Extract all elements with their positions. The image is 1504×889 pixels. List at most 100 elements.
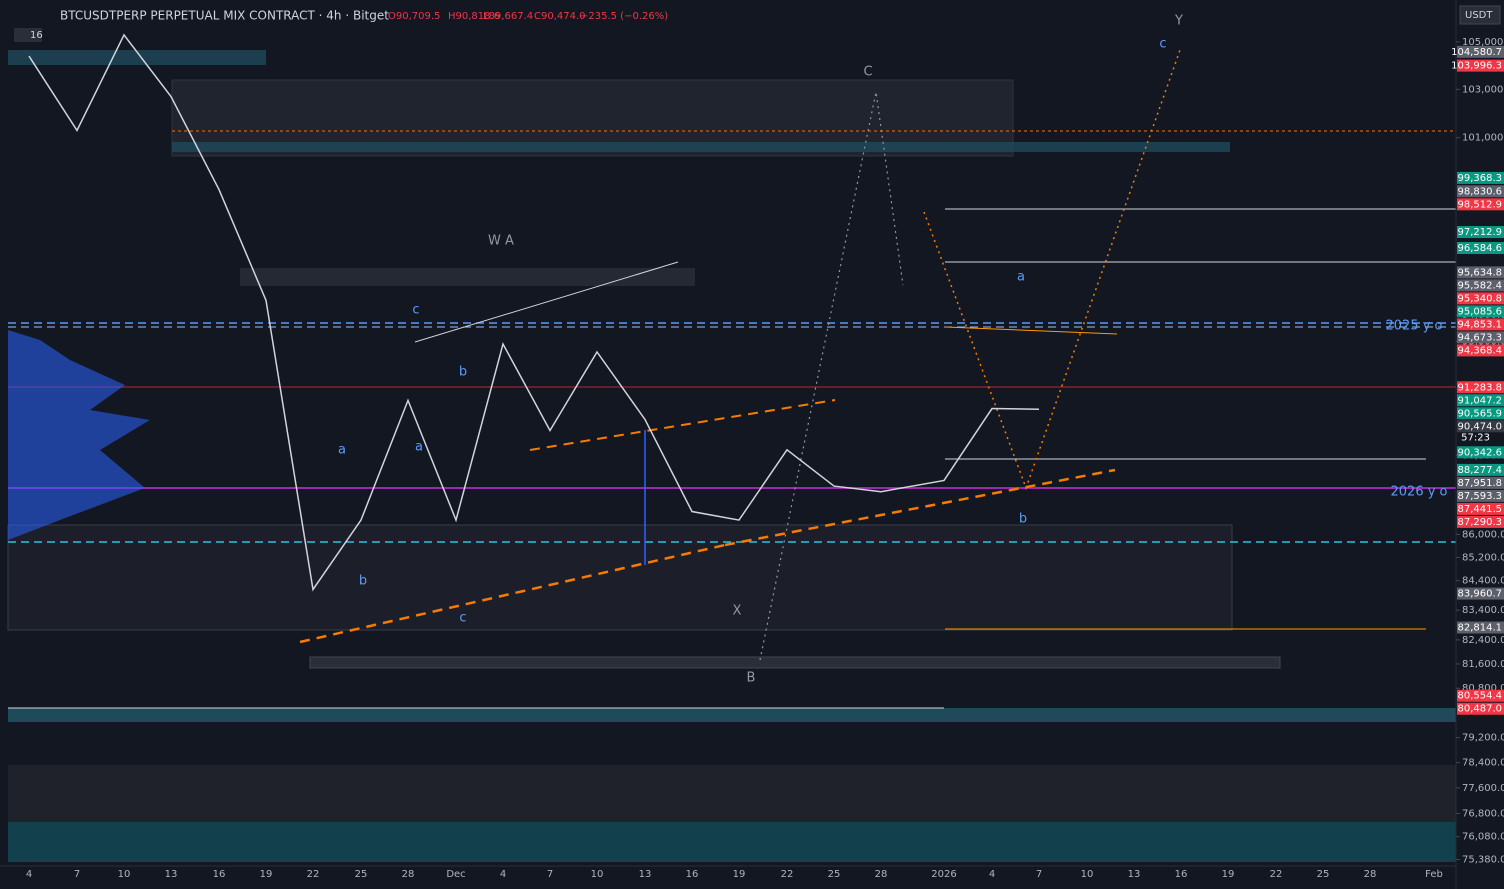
- x-tick-label: 16: [1175, 869, 1188, 880]
- x-tick-label: 16: [213, 869, 226, 880]
- close: C90,474.0: [534, 11, 586, 22]
- x-tick-label: 25: [828, 869, 841, 880]
- annotation: b: [1019, 512, 1027, 527]
- y-tick-label: 105,000.0: [1462, 37, 1504, 48]
- price-tag-label: 87,593.3: [1457, 491, 1502, 502]
- x-tick-label: 22: [781, 869, 794, 880]
- price-tag: [1457, 515, 1504, 528]
- high: H90,818.6: [448, 11, 500, 22]
- price-tag: [1457, 420, 1504, 433]
- price-line: [28, 33, 1040, 592]
- price-tag-label: 98,830.6: [1457, 186, 1502, 197]
- price-tag-label: 80,487.0: [1457, 704, 1502, 715]
- y-tick-label: 101,000.0: [1462, 133, 1504, 144]
- y-tick-label: 85,200.0: [1462, 552, 1504, 563]
- price-tag-label: 103,996.3: [1451, 61, 1502, 72]
- y-tick-label: 77,600.0: [1462, 783, 1504, 794]
- currency[interactable]: USDT: [1465, 10, 1493, 21]
- annotation: X: [733, 604, 742, 619]
- annotation: 2025 y o: [1386, 319, 1443, 334]
- x-tick-label: 16: [686, 869, 699, 880]
- price-tag: [1457, 381, 1504, 394]
- y-tick-label: 80,800.0: [1462, 683, 1504, 694]
- change: −235.5 (−0.26%): [580, 11, 668, 22]
- price-tag-label: 87,951.8: [1457, 478, 1502, 489]
- annotation: C: [863, 65, 872, 80]
- x-tick-label: 22: [307, 869, 320, 880]
- price-tag: [1457, 59, 1504, 72]
- price-tag-label: 97,212.9: [1457, 227, 1502, 238]
- x-tick-label: Feb: [1425, 869, 1443, 880]
- annotation: b: [459, 365, 467, 380]
- annotation: c: [1159, 37, 1166, 52]
- y-tick-label: 75,380.0: [1462, 855, 1504, 866]
- x-tick-label: 28: [875, 869, 888, 880]
- x-tick-label: 13: [1128, 869, 1141, 880]
- price-tag-label: 96,584.6: [1457, 243, 1502, 254]
- annotation: W A: [488, 234, 514, 249]
- indicator-count[interactable]: 16: [30, 30, 43, 41]
- price-tag-label: 87,441.5: [1457, 504, 1502, 515]
- price-tag: [1457, 587, 1504, 600]
- price-tag-label: 88,277.4: [1457, 465, 1502, 476]
- x-tick-label: 13: [165, 869, 178, 880]
- price-tag: [1457, 318, 1504, 331]
- price-tag: [1457, 502, 1504, 515]
- countdown: 57:23: [1461, 432, 1490, 443]
- y-tick-label: 76,800.0: [1462, 808, 1504, 819]
- price-tag: [1457, 621, 1504, 634]
- price-tag-label: 90,565.9: [1457, 408, 1502, 419]
- drawings: [7, 49, 1456, 862]
- x-tick-label: 7: [547, 869, 553, 880]
- x-tick-label: 4: [989, 869, 995, 880]
- price-tag-label: 87,290.3: [1457, 517, 1502, 528]
- annotation: c: [412, 303, 419, 318]
- y-tick-label: 103,000.0: [1462, 84, 1504, 95]
- price-tag-label: 95,085.6: [1457, 306, 1502, 317]
- annotation: 2026 y o: [1391, 485, 1448, 500]
- annotation: a: [338, 443, 346, 458]
- x-tick-label: 10: [1081, 869, 1094, 880]
- currency-box[interactable]: [1459, 5, 1501, 25]
- x-tick-label: Dec: [446, 869, 465, 880]
- annotation: Y: [1174, 14, 1183, 29]
- price-tag-label: 99,368.3: [1457, 173, 1502, 184]
- open: O90,709.5: [388, 11, 440, 22]
- price-tag: [1457, 446, 1504, 459]
- x-tick-label: 10: [118, 869, 131, 880]
- price-tag: [1457, 489, 1504, 502]
- price-tag-label: 80,554.4: [1457, 691, 1502, 702]
- price-tag: [1457, 463, 1504, 476]
- x-tick-label: 19: [1222, 869, 1235, 880]
- y-tick-label: 79,200.0: [1462, 733, 1504, 744]
- price-tag: [1457, 394, 1504, 407]
- indicator-box[interactable]: [14, 28, 42, 42]
- low: L89,667.4: [483, 11, 533, 22]
- price-tag: [1457, 226, 1504, 239]
- price-tag: [1457, 198, 1504, 211]
- x-tick-label: 7: [1036, 869, 1042, 880]
- price-tag: [1457, 171, 1504, 184]
- y-tick-label: 81,600.0: [1462, 659, 1504, 670]
- annotation: a: [415, 440, 423, 455]
- annotation: a: [1017, 270, 1025, 285]
- price-tag-label: 82,814.1: [1457, 622, 1502, 633]
- y-tick-label: 83,400.0: [1462, 605, 1504, 616]
- price-tag: [1457, 279, 1504, 292]
- x-tick-label: 2026: [931, 869, 956, 880]
- x-tick-label: 19: [733, 869, 746, 880]
- symbol: BTCUSDTPERP PERPETUAL MIX CONTRACT · 4h …: [60, 9, 389, 23]
- price-tag-label: 95,582.4: [1457, 280, 1502, 291]
- annotation: B: [747, 671, 756, 686]
- price-tag-label: 91,283.8: [1457, 382, 1502, 393]
- x-tick-label: 28: [1364, 869, 1377, 880]
- x-tick-label: 13: [639, 869, 652, 880]
- price-tag-label: 83,960.7: [1457, 589, 1502, 600]
- price-tag: [1457, 305, 1504, 318]
- price-tag-label: 98,512.9: [1457, 199, 1502, 210]
- price-tag: [1457, 242, 1504, 255]
- price-tag-label: 90,474.0: [1457, 421, 1502, 432]
- x-tick-label: 10: [591, 869, 604, 880]
- y-tick-label: 84,400.0: [1462, 576, 1504, 587]
